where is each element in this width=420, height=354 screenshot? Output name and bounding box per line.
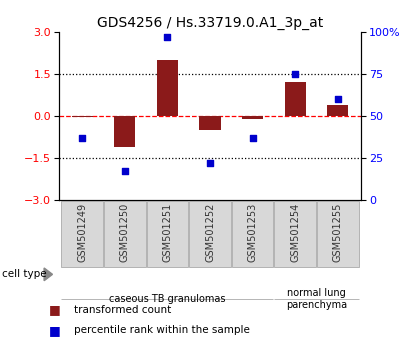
Bar bbox=[327, 105, 349, 116]
Text: GSM501254: GSM501254 bbox=[290, 203, 300, 262]
Text: caseous TB granulomas: caseous TB granulomas bbox=[109, 294, 226, 304]
Text: GSM501255: GSM501255 bbox=[333, 202, 343, 262]
FancyBboxPatch shape bbox=[104, 201, 146, 267]
Text: percentile rank within the sample: percentile rank within the sample bbox=[74, 325, 249, 335]
Text: ■: ■ bbox=[49, 303, 60, 316]
Bar bbox=[157, 60, 178, 116]
FancyBboxPatch shape bbox=[274, 201, 316, 267]
FancyBboxPatch shape bbox=[61, 201, 103, 267]
Text: GSM501249: GSM501249 bbox=[77, 203, 87, 262]
Polygon shape bbox=[44, 268, 52, 281]
Bar bbox=[200, 116, 221, 130]
Point bbox=[164, 34, 171, 40]
Point bbox=[121, 169, 128, 174]
Text: GSM501251: GSM501251 bbox=[163, 203, 172, 262]
Point bbox=[79, 135, 86, 141]
Bar bbox=[71, 116, 93, 117]
Bar bbox=[242, 116, 263, 119]
FancyBboxPatch shape bbox=[147, 201, 188, 267]
Point bbox=[207, 160, 213, 166]
Text: GDS4256 / Hs.33719.0.A1_3p_at: GDS4256 / Hs.33719.0.A1_3p_at bbox=[97, 16, 323, 30]
Text: GSM501253: GSM501253 bbox=[248, 203, 257, 262]
Bar bbox=[114, 116, 136, 147]
Text: GSM501252: GSM501252 bbox=[205, 202, 215, 262]
Point bbox=[249, 135, 256, 141]
Text: cell type: cell type bbox=[2, 269, 47, 279]
FancyBboxPatch shape bbox=[232, 201, 273, 267]
Point bbox=[334, 96, 341, 102]
Point bbox=[292, 71, 299, 77]
Text: normal lung
parenchyma: normal lung parenchyma bbox=[286, 288, 347, 310]
Text: GSM501250: GSM501250 bbox=[120, 203, 130, 262]
FancyBboxPatch shape bbox=[189, 201, 231, 267]
FancyBboxPatch shape bbox=[317, 201, 359, 267]
Text: ■: ■ bbox=[49, 324, 60, 337]
Bar bbox=[284, 82, 306, 116]
Text: transformed count: transformed count bbox=[74, 305, 171, 315]
